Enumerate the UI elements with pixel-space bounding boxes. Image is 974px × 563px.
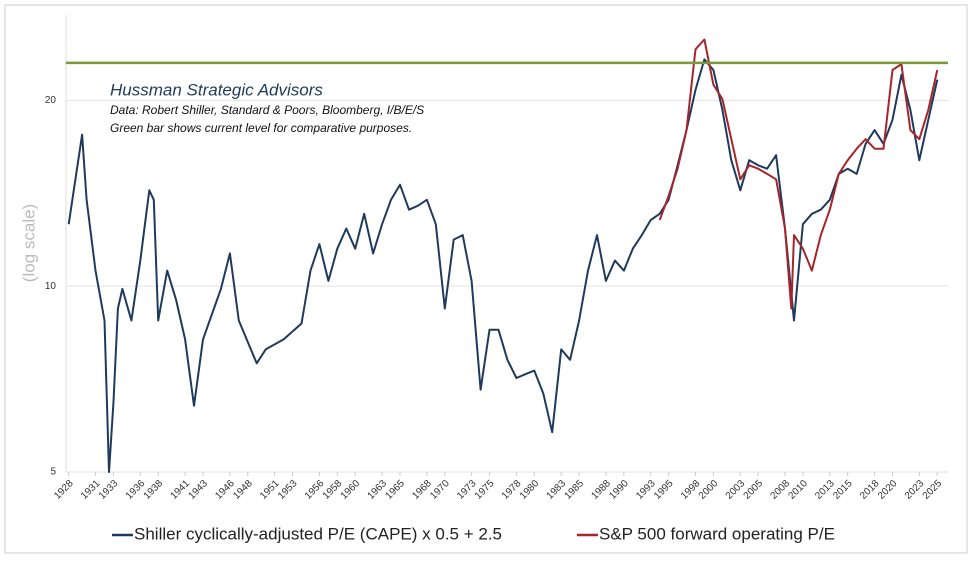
annotation: Green bar shows current level for compar…	[110, 121, 412, 135]
x-tick-label: 2000	[697, 478, 721, 502]
x-tick-label: 1953	[276, 478, 300, 502]
x-tick-label: 2018	[858, 478, 882, 502]
y-tick-label: 10	[45, 281, 57, 292]
x-tick-label: 1985	[563, 478, 587, 502]
x-tick-label: 2003	[724, 478, 748, 502]
x-tick-label: 1993	[634, 478, 658, 502]
x-tick-label: 1973	[455, 478, 479, 502]
x-tick-label: 1965	[383, 478, 407, 502]
x-tick-label: 1941	[169, 478, 193, 502]
x-tick-label: 1990	[607, 478, 631, 502]
x-tick-label: 1936	[124, 478, 148, 502]
x-tick-label: 2010	[786, 478, 810, 502]
x-tick-label: 1968	[410, 478, 434, 502]
x-tick-label: 1970	[428, 478, 452, 502]
x-tick-label: 1958	[321, 478, 345, 502]
x-tick-label: 2015	[831, 478, 855, 502]
frame	[4, 4, 968, 554]
annotation-title: Hussman Strategic Advisors	[110, 80, 323, 99]
x-tick-label: 1956	[303, 478, 327, 502]
series-line	[658, 38, 939, 310]
x-tick-label: 1995	[652, 478, 676, 502]
x-tick-label: 2013	[813, 478, 837, 502]
x-tick-label: 1998	[679, 478, 703, 502]
x-tick-label: 1928	[52, 478, 76, 502]
y-tick-label: 5	[50, 467, 56, 478]
y-tick-label: 20	[45, 95, 57, 106]
legend-label: S&P 500 forward operating P/E	[599, 524, 835, 543]
x-tick-label: 1946	[213, 478, 237, 502]
x-tick-label: 1978	[500, 478, 524, 502]
x-tick-label: 1960	[339, 478, 363, 502]
x-tick-label: 1983	[545, 478, 569, 502]
x-tick-label: 2020	[876, 478, 900, 502]
x-tick-label: 1980	[518, 478, 542, 502]
x-tick-label: 2005	[742, 478, 766, 502]
x-tick-label: 2023	[903, 478, 927, 502]
legend-label: Shiller cyclically-adjusted P/E (CAPE) x…	[134, 524, 502, 543]
x-tick-label: 1988	[589, 478, 613, 502]
x-tick-label: 1938	[142, 478, 166, 502]
annotation: Data: Robert Shiller, Standard & Poors, …	[110, 103, 424, 117]
x-tick-label: 1963	[366, 478, 390, 502]
x-tick-label: 2008	[769, 478, 793, 502]
x-tick-label: 1931	[79, 478, 103, 502]
x-tick-label: 1943	[186, 478, 210, 502]
x-tick-label: 1975	[473, 478, 497, 502]
x-tick-label: 1948	[231, 478, 255, 502]
x-tick-label: 1951	[258, 478, 282, 502]
y-axis-label: (log scale)	[19, 204, 38, 282]
x-tick-label: 2025	[921, 478, 945, 502]
series-line	[67, 58, 939, 473]
x-tick-label: 1933	[97, 478, 121, 502]
